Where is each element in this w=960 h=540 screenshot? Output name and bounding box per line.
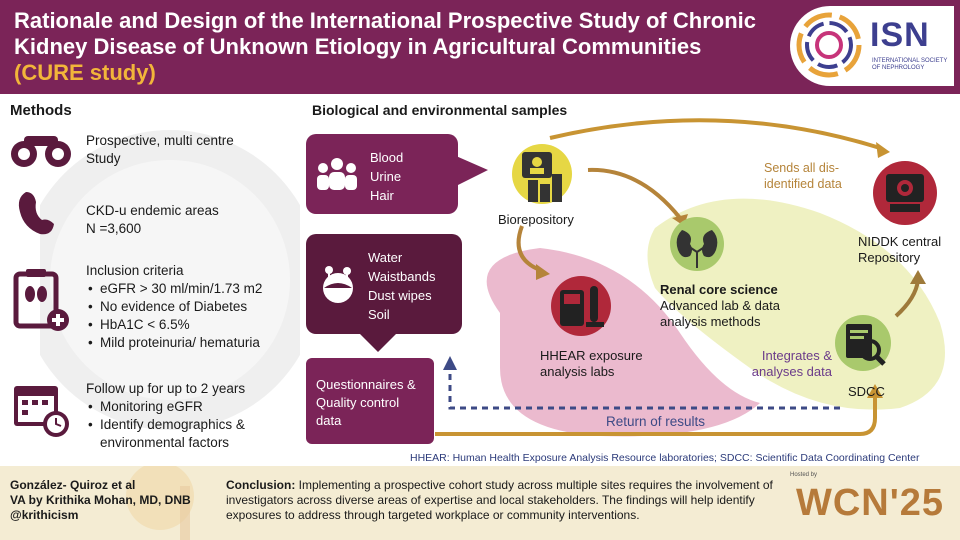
sends-data-label: Sends all dis-identified data	[764, 161, 842, 191]
methods-item-inclusion: Inclusion criteria eGFR > 30 ml/min/1.73…	[86, 262, 262, 352]
lab-equipment-icon	[551, 276, 611, 336]
footer-conclusion: Conclusion: Implementing a prospective c…	[226, 478, 774, 523]
sample-water: Water	[368, 250, 403, 265]
questionnaire-box: Questionnaires & Quality control data	[306, 358, 434, 444]
conclusion-text: Implementing a prospective cohort study …	[226, 478, 773, 522]
integrates-label: Integrates & analyses data	[751, 348, 832, 379]
page-title: Rationale and Design of the Internationa…	[14, 8, 774, 86]
logo-text: ISN	[870, 16, 930, 54]
biological-samples-box: Blood Urine Hair	[306, 134, 458, 214]
logo-subtext: INTERNATIONAL SOCIETY OF NEPHROLOGY	[872, 58, 948, 71]
methods-item-design: Prospective, multi centre Study	[86, 132, 234, 168]
isn-logo: ISN INTERNATIONAL SOCIETY OF NEPHROLOGY	[790, 6, 954, 86]
environmental-samples-box: Water Waistbands Dust wipes Soil	[306, 234, 462, 334]
env-box-pointer	[358, 332, 398, 352]
hhear-label: HHEAR exposure analysis labs	[540, 348, 643, 379]
title-main: Rationale and Design of the Internationa…	[14, 8, 756, 59]
followup-bullet-demographics: Identify demographics &	[88, 416, 245, 434]
niddk-label: NIDDK central Repository	[858, 234, 942, 265]
conclusion-label: Conclusion:	[226, 478, 296, 492]
bio-box-pointer	[456, 156, 488, 186]
binoculars-icon	[11, 136, 71, 167]
footer-author2: VA by Krithika Mohan, MD, DNB	[10, 493, 191, 507]
sample-blood: Blood	[370, 150, 404, 165]
abbreviations-note: HHEAR: Human Health Exposure Analysis Re…	[410, 452, 920, 464]
sample-dust-wipes: Dust wipes	[368, 288, 432, 303]
renal-core-title: Renal core science	[660, 282, 778, 297]
people-group-icon	[317, 158, 357, 190]
isn-globe-icon	[796, 12, 862, 78]
inclusion-bullet-hba1c: HbA1C < 6.5%	[88, 316, 262, 334]
return-of-results-label: Return of results	[606, 414, 706, 429]
followup-title: Follow up for up to 2 years	[86, 381, 246, 396]
areas-line1: CKD-u endemic areas	[86, 203, 219, 218]
inclusion-bullet-egfr: eGFR > 30 ml/min/1.73 m2	[88, 280, 262, 298]
footer-skyline-motif	[0, 466, 220, 540]
footer-authors: González- Quiroz et al VA by Krithika Mo…	[10, 478, 191, 523]
design-line2: Study	[86, 151, 121, 166]
inclusion-bullet-proteinuria: Mild proteinuria/ hematuria	[88, 334, 262, 352]
sample-urine: Urine	[370, 169, 402, 184]
wcn25-logo: WCN'25	[796, 482, 945, 524]
biorepository-label: Biorepository	[498, 212, 574, 227]
environment-icon	[323, 266, 353, 303]
renal-core-desc: Advanced lab & data analysis methods	[660, 298, 780, 329]
methods-item-followup: Follow up for up to 2 years Monitoring e…	[86, 380, 245, 452]
footer: González- Quiroz et al VA by Krithika Mo…	[0, 466, 960, 540]
methods-item-areas: CKD-u endemic areas N =3,600	[86, 202, 219, 238]
sample-hair: Hair	[370, 188, 394, 203]
areas-line2: N =3,600	[86, 221, 142, 236]
sample-soil: Soil	[368, 307, 390, 322]
clipboard-kidney-icon	[13, 269, 69, 331]
footer-author1: González- Quiroz et al	[10, 478, 136, 492]
kidneys-icon	[670, 217, 724, 271]
questionnaire-text: Questionnaires & Quality control data	[316, 377, 416, 428]
sdcc-label: SDCC	[848, 384, 885, 399]
data-analysis-icon	[835, 315, 891, 371]
title-highlight: (CURE study)	[14, 60, 156, 85]
niddk-repository-icon	[873, 161, 937, 225]
inclusion-bullet-diabetes: No evidence of Diabetes	[88, 298, 262, 316]
methods-title: Methods	[10, 102, 72, 119]
biorepository-icon	[512, 144, 572, 204]
inclusion-title: Inclusion criteria	[86, 263, 184, 278]
samples-title: Biological and environmental samples	[312, 102, 568, 118]
kidney-organ-icon	[18, 192, 54, 235]
header-banner: Rationale and Design of the Internationa…	[0, 0, 960, 94]
design-line1: Prospective, multi centre	[86, 133, 234, 148]
hosted-by-label: Hosted by	[790, 472, 818, 478]
followup-bullet-continuation: environmental factors	[100, 435, 230, 450]
sample-waistbands: Waistbands	[368, 269, 436, 284]
calendar-clock-icon	[14, 386, 69, 437]
followup-bullet-egfr: Monitoring eGFR	[88, 398, 245, 416]
footer-author3: @krithicism	[10, 508, 79, 522]
